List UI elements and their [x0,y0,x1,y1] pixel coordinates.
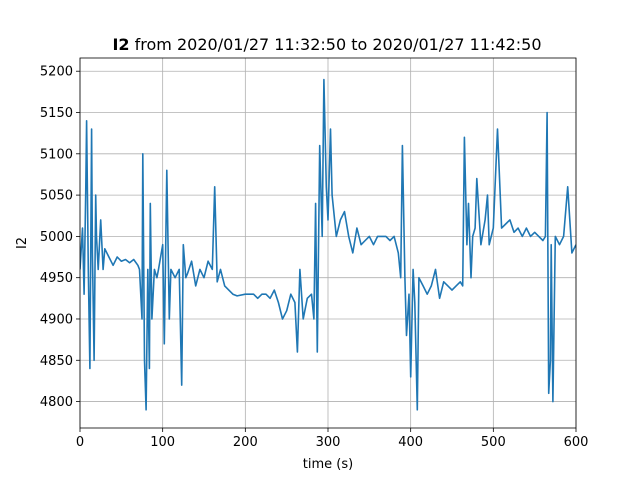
x-axis-ticks: 0 100 200 300 400 500 600 [76,428,589,450]
x-tick-label: 0 [76,435,84,450]
y-axis-label: I2 [15,237,30,249]
x-tick-label: 300 [316,435,341,450]
chart-title-rest: from 2020/01/27 11:32:50 to 2020/01/27 1… [130,35,542,54]
series-line [80,78,576,411]
y-tick-label: 5200 [40,65,73,80]
y-tick-label: 5050 [40,189,73,204]
x-tick-label: 100 [150,435,175,450]
y-tick-label: 4900 [40,312,73,327]
chart-title: I2 from 2020/01/27 11:32:50 to 2020/01/2… [112,35,541,54]
y-tick-label: 4950 [40,271,73,286]
x-tick-label: 600 [564,435,589,450]
y-tick-label: 5000 [40,230,73,245]
grid-lines [79,58,577,428]
x-axis-label: time (s) [303,457,353,472]
y-tick-label: 5100 [40,147,73,162]
y-axis-ticks: 4800 4850 4900 4950 5000 5050 5100 5150 5200 [40,65,80,410]
x-tick-label: 200 [233,435,258,450]
y-tick-label: 4800 [40,395,73,410]
y-tick-label: 4850 [40,354,73,369]
x-tick-label: 400 [398,435,423,450]
plot-area [80,78,576,411]
y-tick-label: 5150 [40,106,73,121]
x-tick-label: 500 [481,435,506,450]
chart-title-bold: I2 [112,35,129,54]
